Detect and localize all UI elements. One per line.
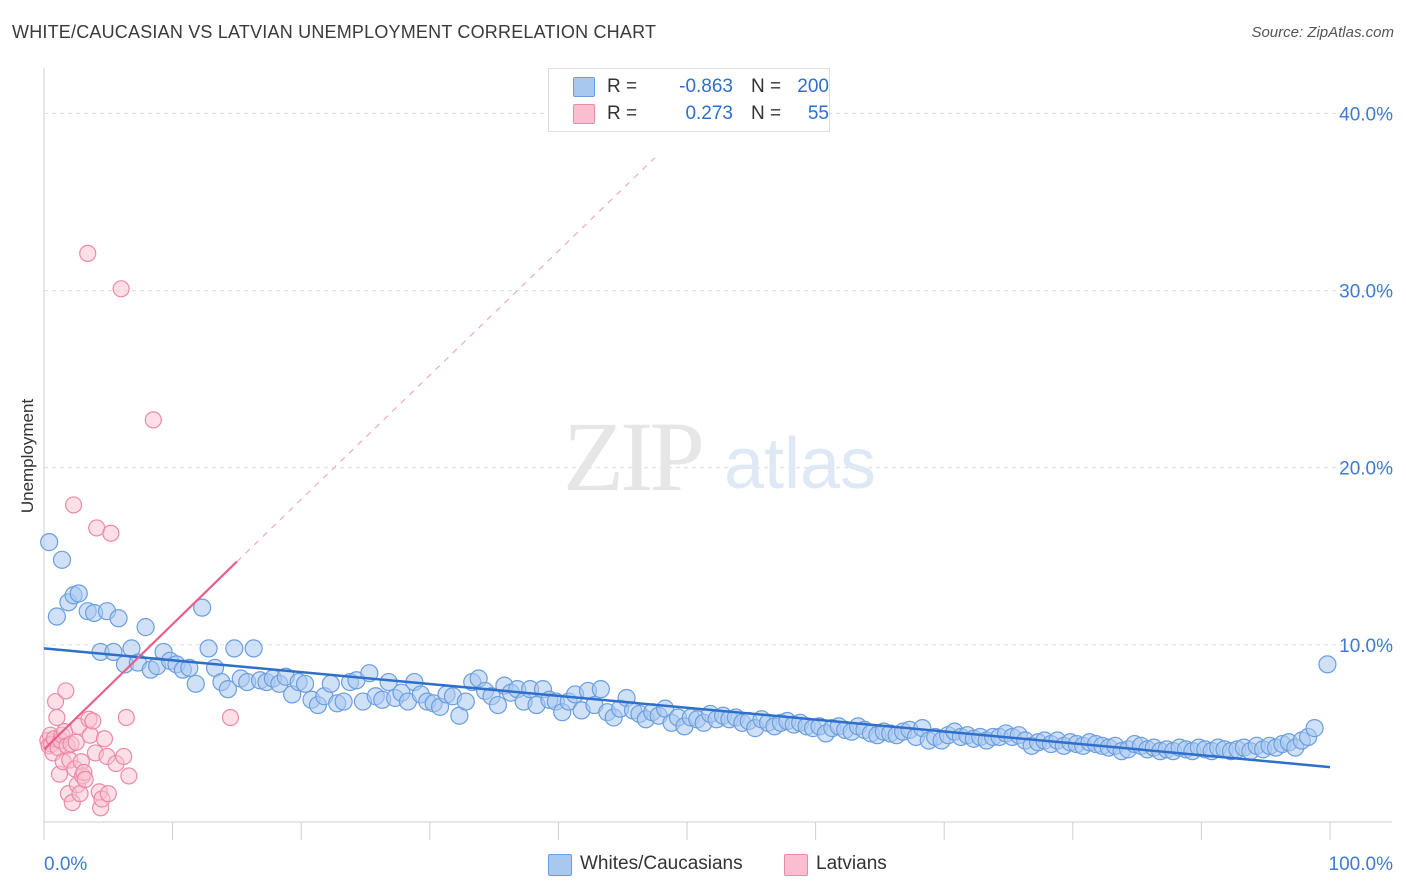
data-point-latvians [64,496,83,514]
legend-swatch-whites [573,77,595,97]
y-tick-label: 20.0% [1339,459,1393,480]
data-point-whites [295,674,315,693]
legend-n-label: N = [751,76,782,97]
bottom-legend-label-whites: Whites/Caucasians [580,853,743,874]
bottom-legend-swatch-latvians [784,854,808,876]
data-point-latvians [99,785,117,803]
data-point-whites [199,639,218,658]
data-point-whites [244,639,263,658]
y-tick-label: 30.0% [1339,282,1393,303]
data-point-whites [180,658,199,677]
data-point-latvians [81,726,99,744]
latvian-points [39,244,240,817]
data-point-latvians [144,411,162,429]
data-point-latvians [120,767,138,785]
data-point-whites [1318,655,1337,674]
trend-line-latvians [43,560,238,751]
data-point-whites [225,639,244,658]
data-point-latvians [115,747,133,766]
legend-n-value: 200 [797,76,829,97]
data-point-whites [321,674,340,693]
data-point-whites [1305,719,1324,738]
data-point-latvians [102,524,120,542]
data-point-latvians [76,770,94,789]
data-point-latvians [221,708,240,727]
x-tick-label: 0.0% [44,854,87,875]
x-tick-label: 100.0% [1329,854,1394,875]
data-point-whites [186,674,205,693]
y-tick-label: 10.0% [1339,636,1393,657]
legend-r-value: -0.863 [679,76,733,97]
data-point-whites [334,692,353,711]
grid-lines [44,112,1392,646]
data-point-latvians [48,708,66,727]
tick-labels: 10.0% 20.0% 30.0% 40.0% 0.0% 100.0% [44,104,1393,875]
data-point-latvians [95,730,114,748]
axes [43,68,1392,840]
data-point-latvians [84,712,102,730]
whites-points [40,533,1337,761]
legend-r-value: 0.273 [685,103,733,124]
data-point-latvians [112,280,130,298]
data-point-whites [488,695,508,715]
data-point-whites [456,692,475,711]
data-point-whites [591,680,610,699]
legend-n-label: N = [751,103,782,124]
data-point-whites [109,609,128,628]
data-point-whites [136,618,155,637]
data-point-whites [193,598,212,617]
data-point-whites [40,533,59,552]
trend-line-whites [43,647,1331,769]
chart-title: WHITE/CAUCASIAN VS LATVIAN UNEMPLOYMENT … [12,22,657,42]
watermark-atlas: atlas [724,424,876,504]
data-point-whites [218,680,237,699]
bottom-legend-swatch-whites [548,854,572,876]
bottom-legend-label-latvians: Latvians [816,853,887,874]
trend-lines [43,157,1331,769]
source-credit: Source: ZipAtlas.com [1251,24,1394,41]
legend-r-label: R = [607,103,638,124]
legend-n-value: 55 [807,103,829,124]
data-point-whites [69,584,88,603]
data-point-whites [47,607,66,626]
legend-r-label: R = [607,76,638,97]
data-point-latvians [79,244,97,262]
data-point-latvians [57,682,75,700]
trend-line-latvians-extension [236,157,656,563]
watermark-zip: ZIP [563,401,701,512]
correlation-legend: R = -0.863 N = 200 R = 0.273 N = 55 [548,68,830,132]
data-point-latvians [67,733,85,751]
legend-swatch-latvians [573,104,595,124]
data-point-latvians [117,708,135,727]
y-tick-label: 40.0% [1339,104,1393,125]
data-point-whites [52,550,72,569]
